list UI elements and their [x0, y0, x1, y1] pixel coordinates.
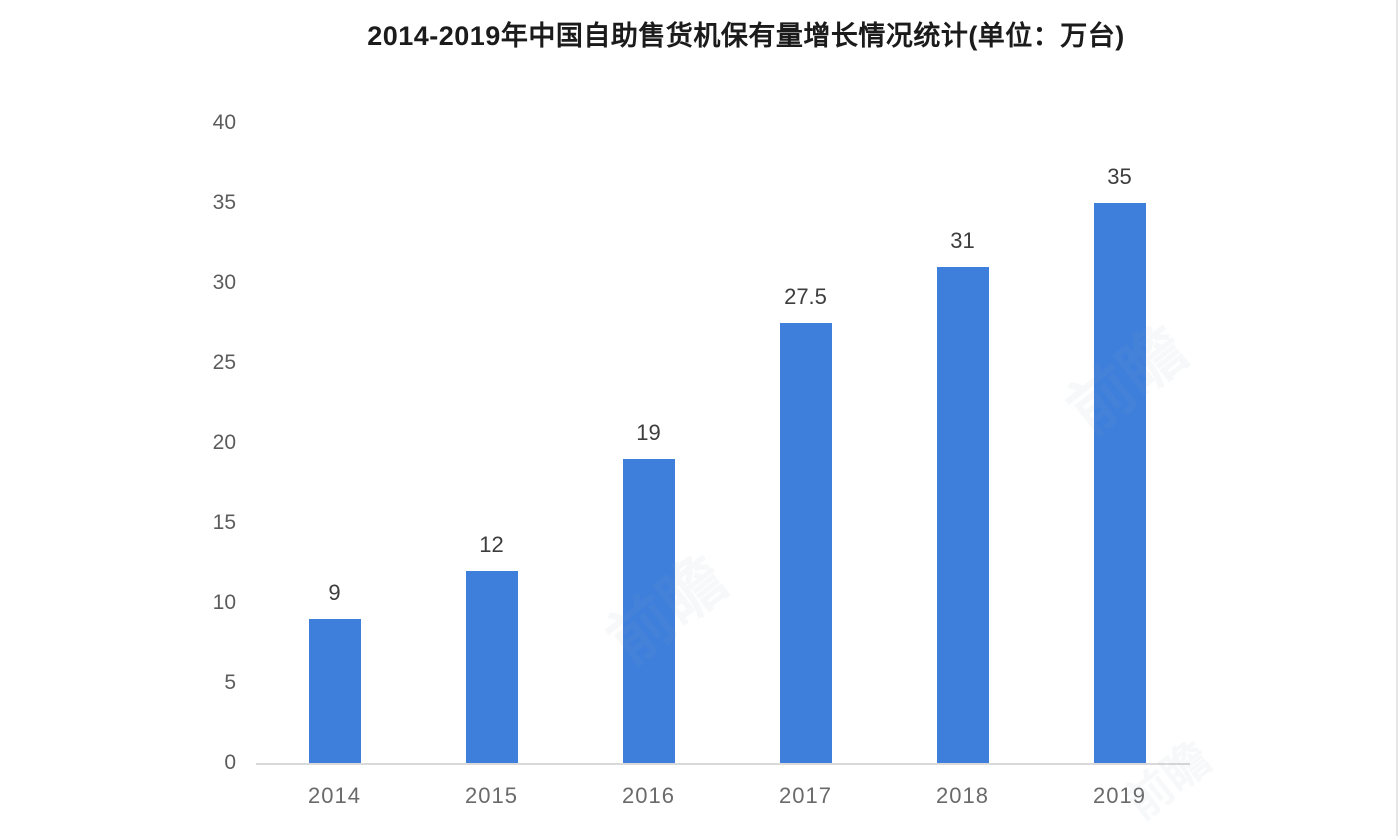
bar-2014: [308, 619, 361, 763]
image-right-border: [1396, 0, 1398, 836]
bar-value-label-2015: 12: [479, 532, 504, 557]
x-tick-label-2015: 2015: [465, 783, 518, 808]
y-tick-label-30: 30: [212, 271, 236, 294]
bar-2016: [622, 459, 675, 763]
x-tick-label-2019: 2019: [1093, 783, 1146, 808]
y-tick-label-35: 35: [212, 191, 236, 214]
y-tick-label-20: 20: [212, 431, 236, 454]
bar-value-label-2018: 31: [950, 228, 975, 253]
bar-value-label-2016: 19: [636, 420, 661, 445]
bar-value-label-2017: 27.5: [784, 284, 827, 309]
x-tick-label-2014: 2014: [308, 783, 361, 808]
x-tick-label-2018: 2018: [936, 783, 989, 808]
chart-title: 2014-2019年中国自助售货机保有量增长情况统计(单位：万台): [367, 21, 1125, 51]
y-tick-label-10: 10: [212, 591, 236, 614]
x-axis-baseline: [256, 763, 1190, 765]
x-tick-label-2016: 2016: [622, 783, 675, 808]
y-tick-label-15: 15: [212, 511, 236, 534]
bar-value-label-2014: 9: [328, 580, 341, 605]
x-tick-label-2017: 2017: [779, 783, 832, 808]
bar-2015: [465, 571, 518, 763]
bar-2017: [779, 323, 832, 763]
bar-2018: [936, 267, 989, 763]
y-tick-label-0: 0: [224, 751, 236, 774]
bar-2019: [1093, 203, 1146, 763]
y-tick-label-25: 25: [212, 351, 236, 374]
y-tick-label-40: 40: [212, 111, 236, 134]
y-tick-label-5: 5: [224, 671, 236, 694]
bar-value-label-2019: 35: [1107, 164, 1132, 189]
